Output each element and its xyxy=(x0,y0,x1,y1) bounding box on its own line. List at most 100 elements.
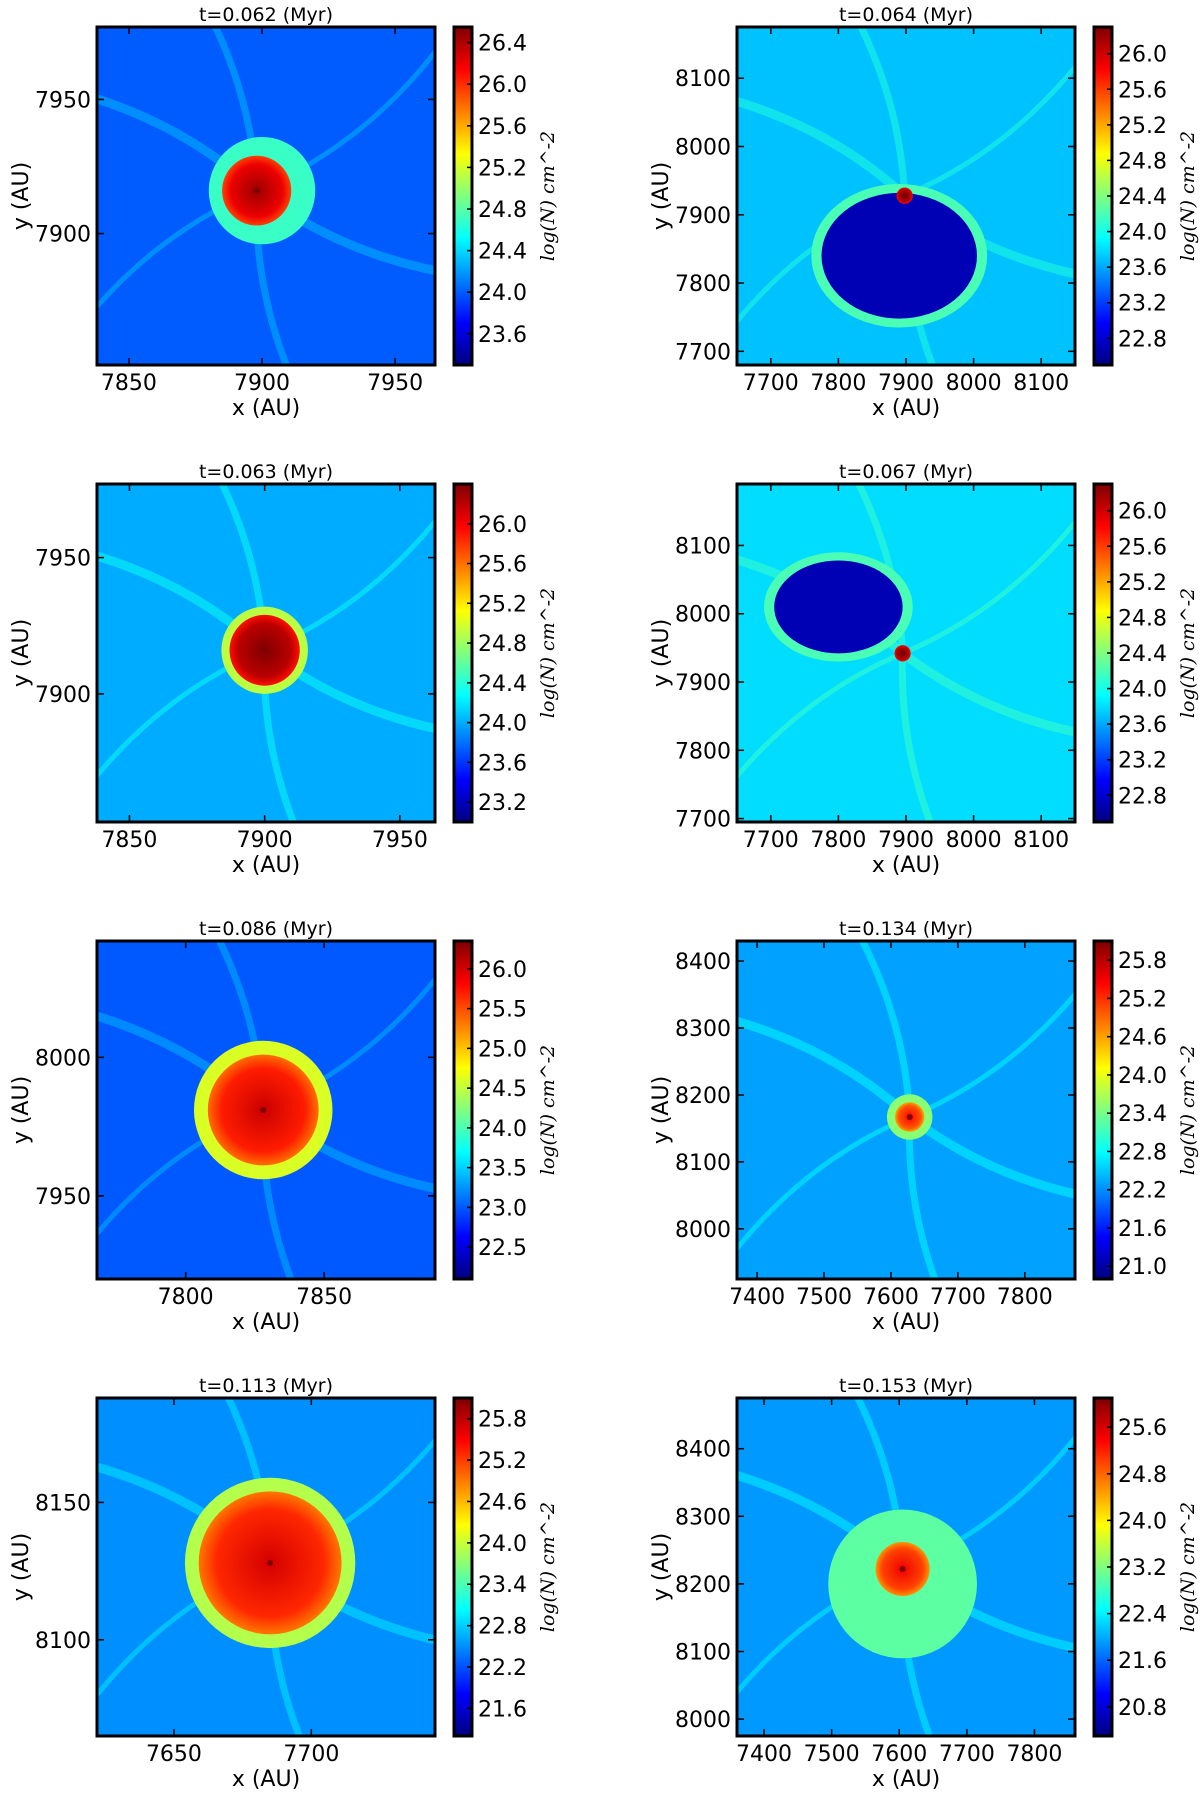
colorbar-tick-label: 23.4 xyxy=(478,1573,527,1598)
heatmap-svg: t=0.062 (Myr) 7850 7900 7950 7900 7950 x (AU) y… xyxy=(9,4,559,421)
colorbar-tick-label: 25.2 xyxy=(1118,114,1167,139)
x-tick-label: 7950 xyxy=(367,371,423,396)
filament xyxy=(899,649,1075,737)
filament xyxy=(858,941,914,1118)
colorbar-tick-label: 24.4 xyxy=(478,240,527,265)
panel-title: t=0.063 (Myr) xyxy=(199,461,333,483)
colorbar-tick-label: 25.2 xyxy=(478,592,527,617)
x-tick-label: 8000 xyxy=(946,828,1002,853)
y-tick-label: 8000 xyxy=(675,1218,731,1243)
x-tick-label: 7600 xyxy=(871,1742,927,1767)
x-tick-label: 7800 xyxy=(158,1285,214,1310)
colorbar-tick-label: 24.8 xyxy=(478,632,527,657)
heatmap-svg: t=0.064 (Myr) 7700 7800 7900 8000 8100 7700 780… xyxy=(649,4,1199,421)
y-axis-label: y (AU) xyxy=(649,619,674,687)
y-axis-label: y (AU) xyxy=(9,1533,34,1601)
heatmap-svg: t=0.086 (Myr) 7800 7850 7950 8000 x (AU) y (AU… xyxy=(9,918,559,1335)
x-tick-label: 7500 xyxy=(804,1742,860,1767)
colorbar-tick-label: 24.4 xyxy=(478,672,527,697)
colorbar-tick-label: 24.4 xyxy=(1118,642,1167,667)
x-axis-label: x (AU) xyxy=(232,1310,300,1335)
colorbar xyxy=(1094,484,1112,822)
plot-frame xyxy=(735,1396,1077,1738)
y-axis-label: y (AU) xyxy=(649,162,674,230)
panel-4: t=0.067 (Myr) 7700 7800 7900 8000 8100 7700 780… xyxy=(640,457,1200,902)
colorbar-tick-label: 24.8 xyxy=(1118,1463,1167,1488)
colorbar-frame xyxy=(452,939,474,1281)
x-tick-label: 7900 xyxy=(878,371,934,396)
colorbar-tick-label: 24.0 xyxy=(1118,1064,1167,1089)
colorbar-tick-label: 24.0 xyxy=(478,1117,527,1142)
plot-frame xyxy=(95,1396,437,1738)
y-tick-label: 8200 xyxy=(675,1084,731,1109)
x-axis-label: x (AU) xyxy=(872,1310,940,1335)
plot-frame xyxy=(95,25,437,367)
panel-title: t=0.086 (Myr) xyxy=(199,918,333,940)
y-tick-label: 8200 xyxy=(675,1573,731,1598)
colorbar-tick-label: 22.5 xyxy=(478,1236,527,1261)
filament xyxy=(737,1114,911,1253)
y-tick-label: 7900 xyxy=(35,223,91,248)
plot-frame xyxy=(735,939,1077,1281)
colorbar-label: log(N) cm^-2 xyxy=(537,131,559,261)
x-tick-label: 7800 xyxy=(1006,1742,1062,1767)
y-tick-label: 8400 xyxy=(675,950,731,975)
colorbar xyxy=(454,1398,472,1736)
heatmap-svg: t=0.063 (Myr) 7850 7900 7950 7900 7950 x (AU) y… xyxy=(9,461,559,878)
y-tick-label: 8000 xyxy=(675,135,731,160)
colorbar-tick-label: 21.0 xyxy=(1118,1255,1167,1280)
x-tick-label: 7850 xyxy=(101,828,157,853)
y-axis-label: y (AU) xyxy=(649,1076,674,1144)
colorbar-tick-label: 22.8 xyxy=(478,1615,527,1640)
colorbar-tick-label: 25.5 xyxy=(478,998,527,1023)
y-axis-label: y (AU) xyxy=(649,1533,674,1601)
colorbar-tick-label: 25.2 xyxy=(1118,987,1167,1012)
y-tick-label: 8300 xyxy=(675,1017,731,1042)
y-tick-label: 8000 xyxy=(675,603,731,628)
colorbar-tick-label: 20.8 xyxy=(1118,1696,1167,1721)
colorbar-tick-label: 23.6 xyxy=(1118,713,1167,738)
colorbar-tick-label: 22.2 xyxy=(478,1656,527,1681)
colorbar-tick-label: 24.0 xyxy=(1118,1509,1167,1534)
y-tick-label: 8100 xyxy=(35,1629,91,1654)
y-tick-label: 7700 xyxy=(675,340,731,365)
colorbar-tick-label: 23.5 xyxy=(478,1157,527,1182)
colorbar-tick-label: 22.8 xyxy=(1118,784,1167,809)
colorbar-frame xyxy=(452,1396,474,1738)
x-tick-label: 7500 xyxy=(796,1285,852,1310)
plot-frame xyxy=(95,939,437,1281)
colorbar xyxy=(1094,1398,1112,1736)
x-tick-label: 8000 xyxy=(946,371,1002,396)
sink-particle xyxy=(906,1114,913,1121)
x-tick-label: 7600 xyxy=(863,1285,919,1310)
plot-frame xyxy=(95,482,437,824)
x-tick-label: 7700 xyxy=(283,1742,339,1767)
panel-7: t=0.113 (Myr) 7650 7700 8100 8150 x (AU) y (AU… xyxy=(0,1371,600,1816)
sink-particle xyxy=(260,1107,267,1113)
colorbar-tick-label: 23.0 xyxy=(478,1196,527,1221)
x-tick-label: 7700 xyxy=(743,828,799,853)
colorbar-tick-label: 21.6 xyxy=(1118,1217,1167,1242)
colorbar-tick-label: 22.8 xyxy=(1118,327,1167,352)
colorbar-tick-label: 22.8 xyxy=(1118,1140,1167,1165)
x-tick-label: 7800 xyxy=(810,828,866,853)
colorbar-label: log(N) cm^-2 xyxy=(1177,588,1199,718)
colorbar-tick-label: 26.0 xyxy=(478,513,527,538)
x-tick-label: 7900 xyxy=(878,828,934,853)
y-tick-label: 8100 xyxy=(675,534,731,559)
filament xyxy=(737,96,908,199)
colorbar-tick-label: 22.4 xyxy=(1118,1603,1167,1628)
y-tick-label: 8400 xyxy=(675,1438,731,1463)
colorbar-tick-label: 25.2 xyxy=(478,156,527,181)
y-tick-label: 8150 xyxy=(35,1491,91,1516)
y-tick-label: 7800 xyxy=(675,272,731,297)
filament xyxy=(906,1113,1075,1199)
colorbar-label: log(N) cm^-2 xyxy=(1177,1502,1199,1632)
filament xyxy=(898,653,934,822)
colorbar-label: log(N) cm^-2 xyxy=(537,1502,559,1632)
colorbar xyxy=(1094,27,1112,365)
colorbar xyxy=(1094,941,1112,1279)
x-tick-label: 8100 xyxy=(1013,828,1069,853)
cavity xyxy=(821,192,977,319)
